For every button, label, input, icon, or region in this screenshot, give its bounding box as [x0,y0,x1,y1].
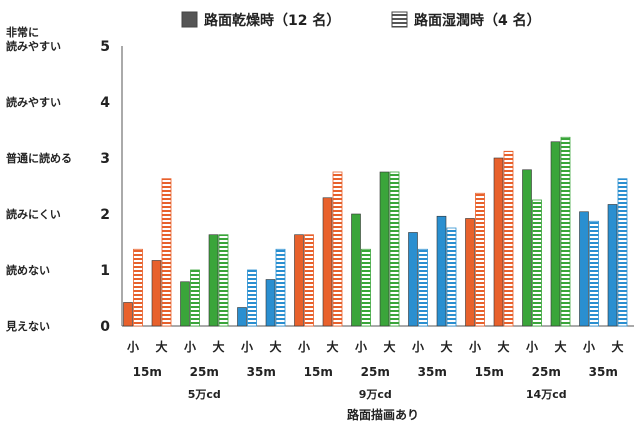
legend-swatch-dry [181,11,198,28]
bar-wet [275,248,286,327]
x-tick-size: 小 [184,339,196,354]
bar-wet [446,227,457,327]
bar-wet [361,248,371,327]
legend-swatch-wet [391,11,408,28]
bars [123,136,628,327]
x-tick-size: 大 [269,339,281,354]
y-tick-value: 3 [100,151,110,167]
x-tick-distance: 15m [304,365,333,379]
y-tick-value: 5 [100,39,110,55]
legend: 路面乾燥時（12 名） 路面湿潤時（4 名） [181,11,541,29]
bar-wet [532,199,542,327]
x-tick-luminance: 5万cd [188,388,221,401]
x-tick-distance: 25m [190,365,219,379]
x-tick-size: 大 [383,339,395,354]
bar-wet [389,171,400,327]
bar-dry [379,171,390,327]
bar-dry [322,197,333,327]
x-tick-size: 小 [583,339,595,354]
bar-dry [550,141,561,327]
bar-dry [351,213,361,327]
x-tick-distance: 35m [418,365,447,379]
x-tick-distance: 25m [532,365,561,379]
bar-wet [503,150,514,327]
bar-dry [123,302,133,327]
bar-wet [332,171,343,327]
x-tick-size: 大 [212,339,224,354]
x-tick-distance: 35m [589,365,618,379]
y-tick-value: 2 [100,207,110,223]
bar-dry [237,307,247,327]
y-tick-label: 見えない [5,320,50,333]
x-axis: 小 大 15m 小 大 25m 小 大 35m 5万cd 小 大 15m 小 大 25m 小 大 35m 9万cd 小 大… [127,339,624,422]
x-tick-size: 小 [355,339,367,354]
x-tick-size: 大 [497,339,509,354]
y-tick-value: 1 [100,263,110,279]
x-tick-size: 大 [440,339,452,354]
legend-label-wet: 路面湿潤時（4 名） [414,12,541,29]
bar-dry [408,232,418,327]
x-tick-luminance: 14万cd [526,388,567,401]
bar-dry [151,260,162,327]
y-tick-label: 読めない [6,263,50,277]
y-axis: 0 見えない 1 読めない 2 読みにくい 3 普通に読める 4 読みやすい 5 非常に読みやすい [5,25,634,335]
bar-wet [560,136,571,327]
bar-dry [294,234,304,327]
bar-wet [133,248,143,327]
bar-wet [617,178,628,327]
bar-wet [218,234,229,327]
bar-dry [208,234,219,327]
bar-dry [493,157,504,327]
x-tick-size: 小 [526,339,538,354]
bar-wet [418,248,428,327]
bar-dry [265,279,276,327]
x-tick-size: 小 [469,339,481,354]
bar-wet [475,192,485,327]
x-tick-size: 大 [326,339,338,354]
bar-wet [161,178,172,327]
x-tick-size: 小 [241,339,253,354]
y-tick-label: 非常に読みやすい [6,25,61,53]
bar-dry [522,169,532,327]
x-axis-title: 路面描画あり [347,407,419,422]
y-tick-label: 読みやすい [6,95,61,109]
bar-wet [304,234,314,327]
x-tick-size: 小 [412,339,424,354]
x-tick-size: 大 [554,339,566,354]
x-tick-size: 小 [127,339,139,354]
x-tick-distance: 15m [133,365,162,379]
y-tick-value: 4 [100,95,110,111]
x-tick-distance: 25m [361,365,390,379]
x-tick-size: 小 [298,339,310,354]
y-tick-label: 普通に読める [6,151,72,165]
x-tick-distance: 35m [247,365,276,379]
bar-dry [465,218,475,327]
x-tick-size: 大 [155,339,167,354]
bar-dry [436,215,447,327]
y-tick-value: 0 [100,319,110,335]
x-tick-luminance: 9万cd [359,388,392,401]
bar-dry [180,281,190,327]
bar-wet [190,269,200,327]
bar-dry [579,211,589,327]
x-tick-distance: 15m [475,365,504,379]
bar-wet [247,269,257,327]
bar-dry [607,204,618,327]
y-tick-label: 読みにくい [6,207,61,221]
bar-wet [589,220,599,327]
legend-label-dry: 路面乾燥時（12 名） [204,12,340,29]
x-tick-size: 大 [611,339,623,354]
